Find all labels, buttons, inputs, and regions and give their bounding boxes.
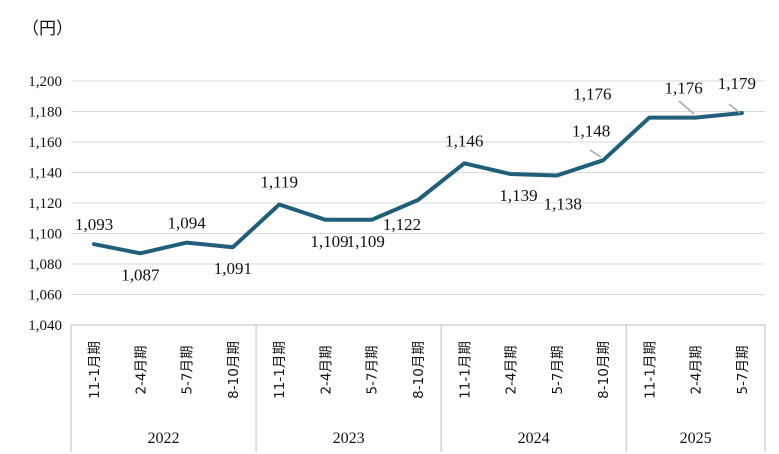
x-category-label: 2-4月期 [504, 345, 520, 394]
leader-line [589, 149, 602, 158]
data-label: 1,179 [718, 74, 756, 93]
year-group-label: 2025 [680, 430, 712, 447]
y-tick-label: 1,080 [28, 257, 62, 273]
y-tick-label: 1,060 [28, 288, 62, 304]
x-category-label: 8-10月期 [411, 341, 427, 399]
x-category-label: 5-7月期 [180, 345, 196, 394]
data-label: 1,146 [445, 131, 483, 150]
x-category-label: 11-1月期 [642, 341, 658, 399]
y-tick-label: 1,040 [28, 318, 62, 334]
x-category-label: 11-1月期 [457, 341, 473, 399]
data-label: 1,091 [214, 259, 252, 278]
x-category-label: 2-4月期 [133, 345, 149, 394]
series-line [92, 111, 744, 256]
data-label: 1,176 [573, 85, 611, 104]
x-category-label: 8-10月期 [596, 341, 612, 399]
x-category-label: 5-7月期 [550, 345, 566, 394]
data-label: 1,119 [260, 173, 298, 192]
x-category-label: 5-7月期 [735, 345, 751, 394]
data-label: 1,148 [572, 121, 610, 140]
gridlines [71, 80, 765, 295]
x-category-label: 5-7月期 [365, 345, 381, 394]
x-axis: 11-1月期 2-4月期 5-7月期 8-10月期 11-1月期 2-4月期 5-7月期 8-… [70, 324, 766, 452]
x-category-label: 8-10月期 [226, 341, 242, 399]
leader-line [728, 103, 741, 114]
y-tick-label: 1,160 [28, 135, 62, 151]
series-line-layer [92, 111, 744, 256]
data-label: 1,138 [544, 195, 582, 214]
data-label: 1,122 [383, 215, 421, 234]
data-label: 1,176 [664, 79, 702, 98]
data-label: 1,093 [75, 215, 113, 234]
x-category-label: 2-4月期 [319, 345, 335, 394]
y-tick-label: 1,140 [28, 166, 62, 182]
data-label: 1,087 [121, 265, 160, 284]
x-category-label: 11-1月期 [272, 341, 288, 399]
data-labels: 1,0931,0871,0941,0911,1191,1091,1091,122… [75, 74, 756, 284]
data-label: 1,139 [499, 186, 537, 205]
year-group-label: 2023 [333, 430, 365, 447]
y-tick-label: 1,200 [28, 74, 62, 90]
data-label: 1,094 [168, 214, 207, 233]
label-leader-lines [589, 100, 741, 158]
y-axis-ticks: 1,040 1,060 1,080 1,100 1,120 1,140 1,160 1,180… [28, 74, 62, 334]
data-label: 1,109 [310, 232, 348, 251]
x-category-label: 11-1月期 [87, 341, 103, 399]
y-axis-unit-label: （円） [22, 19, 73, 39]
y-tick-label: 1,120 [28, 196, 62, 212]
year-group-label: 2022 [148, 430, 180, 447]
leader-line [678, 100, 695, 115]
y-tick-label: 1,100 [28, 227, 62, 243]
data-label: 1,109 [347, 232, 385, 251]
x-category-label: 2-4月期 [689, 345, 705, 394]
y-tick-label: 1,180 [28, 105, 62, 121]
year-group-label: 2024 [518, 430, 550, 447]
